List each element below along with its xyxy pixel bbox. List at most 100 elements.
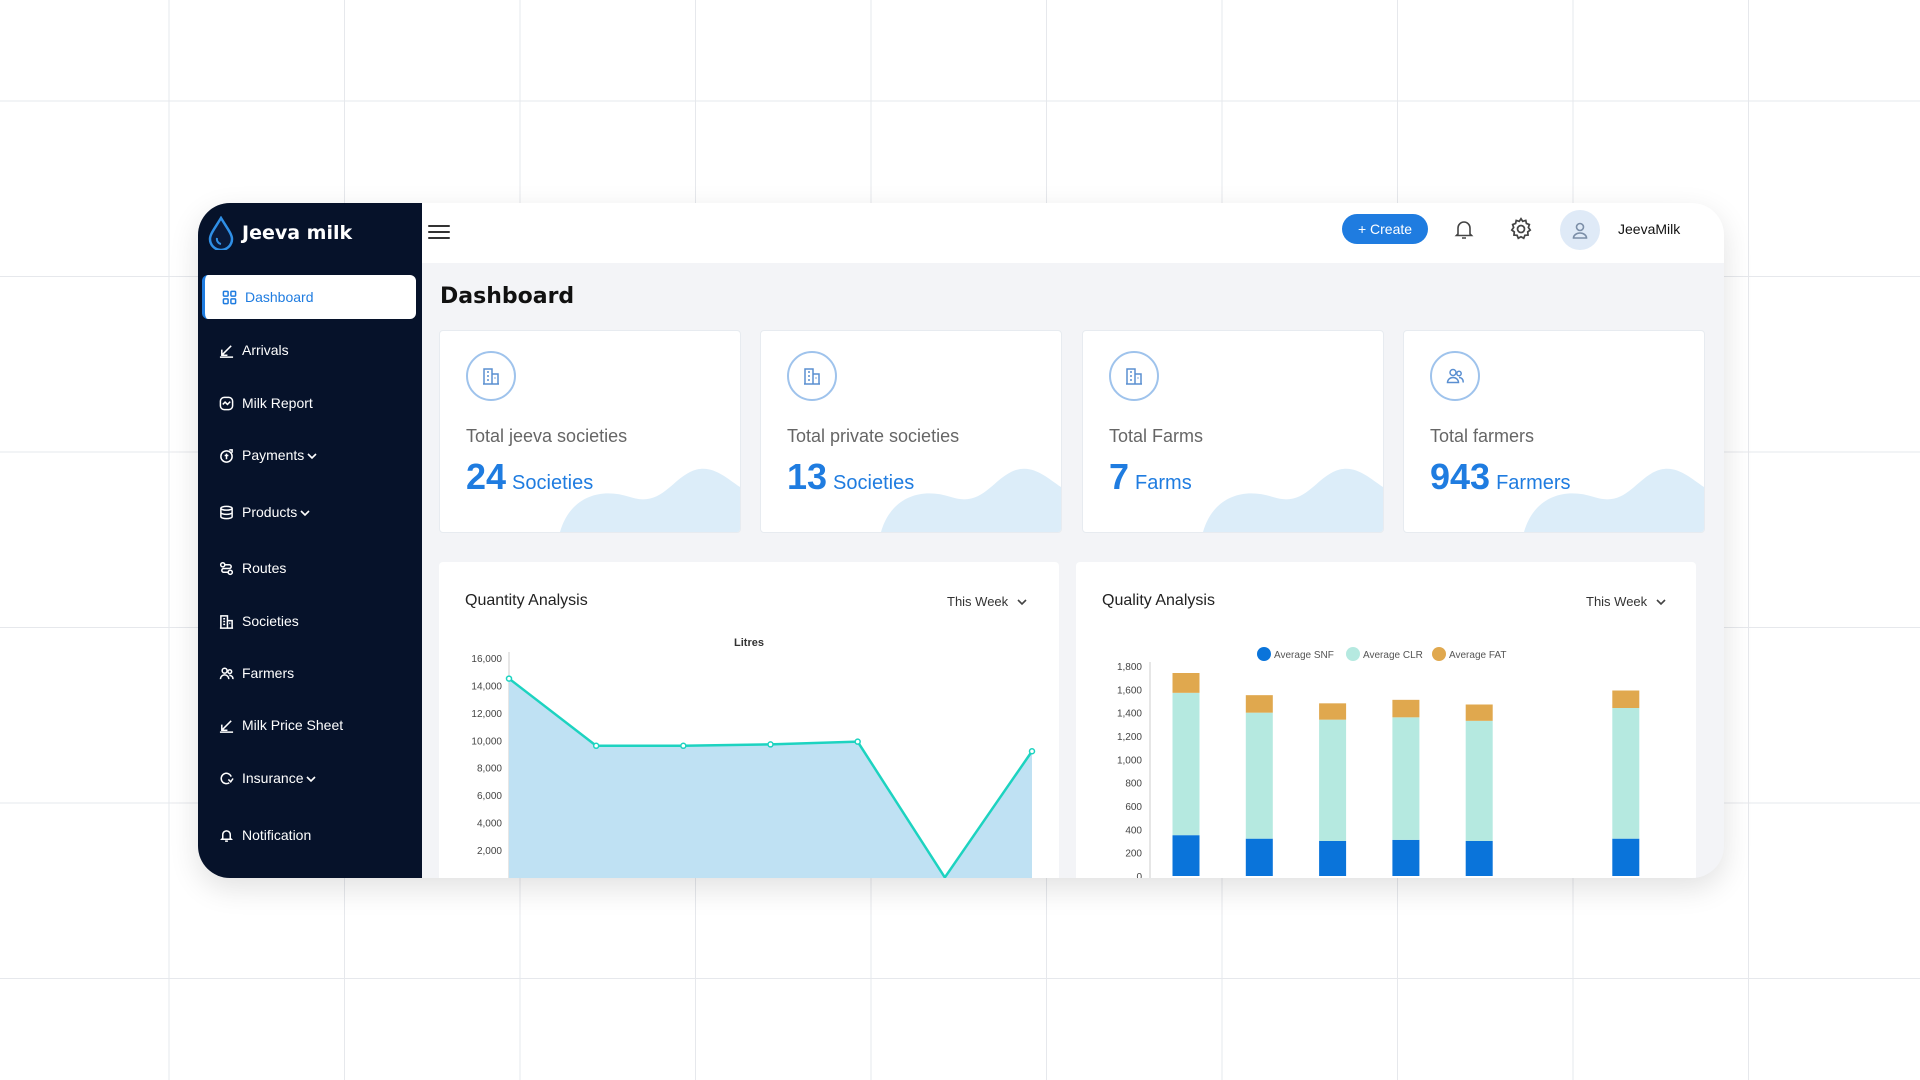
bar-segment	[1172, 692, 1200, 836]
wave-decoration	[1203, 468, 1383, 532]
sidebar-item-label: Dashboard	[245, 289, 314, 305]
bar-segment	[1172, 673, 1200, 693]
brand-name: Jeeva milk	[242, 222, 353, 244]
sidebar-item-insurance[interactable]: Insurance	[202, 756, 416, 800]
sidebar-item-label: Routes	[242, 560, 287, 576]
y-tick-label: 1,800	[1117, 662, 1142, 673]
sidebar-item-label: Products	[242, 504, 298, 520]
bar-segment	[1172, 835, 1200, 876]
sidebar-item-milk-report[interactable]: Milk Report	[202, 381, 416, 425]
series-area	[509, 678, 1032, 878]
avatar[interactable]	[1560, 210, 1600, 250]
y-tick-label: 16,000	[471, 654, 502, 665]
stat-label: Total Farms	[1109, 426, 1204, 446]
bar-segment	[1612, 838, 1640, 876]
sidebar-item-dashboard[interactable]: Dashboard	[202, 275, 416, 319]
user-icon	[1572, 222, 1588, 239]
legend-marker	[1432, 647, 1446, 661]
data-point	[1028, 748, 1036, 755]
app-window: Jeeva milk Dashboard Arrivals Milk Repor…	[198, 203, 1724, 878]
stat-label: Total jeeva societies	[466, 426, 628, 446]
y-tick-label: 400	[1125, 825, 1142, 836]
sidebar-item-payments[interactable]: Payments	[202, 433, 416, 477]
bar-segment	[1392, 717, 1420, 840]
bar-segment	[1319, 703, 1347, 720]
stat-card-farms[interactable]: Total Farms 7 Farms	[1082, 330, 1384, 533]
bar-segment	[1392, 699, 1420, 718]
y-tick-label: 1,000	[1117, 755, 1142, 766]
sidebar-item-label: Milk Report	[242, 395, 313, 411]
products-icon	[218, 504, 234, 520]
hamburger-menu-icon[interactable]	[428, 221, 450, 241]
routes-icon	[218, 560, 234, 576]
sidebar-item-products[interactable]: Products	[202, 490, 416, 534]
stat-unit: Societies	[512, 472, 594, 494]
quantity-period-dropdown[interactable]: This Week	[947, 594, 1028, 609]
users-icon	[1430, 351, 1480, 401]
sidebar-item-societies[interactable]: Societies	[202, 599, 416, 643]
milk-drop-icon	[208, 216, 234, 250]
sidebar-item-label: Payments	[242, 447, 305, 463]
y-tick-label: 800	[1125, 779, 1142, 790]
stat-number: 24	[466, 456, 507, 497]
create-button[interactable]: + Create	[1342, 214, 1428, 244]
legend-label: Average FAT	[1449, 650, 1506, 661]
sidebar-item-label: Insurance	[242, 770, 304, 786]
stat-value: 7 Farms	[1109, 456, 1192, 498]
users-icon	[218, 665, 234, 681]
chevron-down-icon	[299, 506, 311, 518]
stat-value: 943 Farmers	[1430, 456, 1571, 498]
bar-segment	[1245, 838, 1273, 876]
panel-title: Quantity Analysis	[465, 592, 588, 609]
stat-unit: Societies	[833, 472, 915, 494]
stat-value: 13 Societies	[787, 456, 914, 498]
quantity-analysis-panel: Quantity Analysis This Week Litres 16,000…	[439, 562, 1059, 878]
bell-icon[interactable]	[1452, 217, 1476, 241]
bar-segment	[1319, 719, 1347, 841]
bar-segment	[1612, 690, 1640, 708]
data-point	[767, 741, 774, 748]
stat-card-farmers[interactable]: Total farmers 943 Farmers	[1403, 330, 1705, 533]
dropdown-value: This Week	[947, 594, 1009, 609]
stat-number: 943	[1430, 456, 1491, 497]
stat-card-jeeva-societies[interactable]: Total jeeva societies 24 Societies	[439, 330, 741, 533]
sidebar-item-routes[interactable]: Routes	[202, 546, 416, 590]
topbar: + Create JeevaMilk	[422, 203, 1724, 263]
dropdown-value: This Week	[1586, 594, 1648, 609]
sidebar-item-arrivals[interactable]: Arrivals	[202, 328, 416, 372]
grid-icon	[221, 289, 237, 305]
y-tick-label: 1,200	[1117, 732, 1142, 743]
brand[interactable]: Jeeva milk	[198, 203, 422, 263]
sidebar-item-notification[interactable]: Notification	[202, 813, 416, 857]
bar-segment	[1465, 841, 1493, 876]
sidebar: Jeeva milk Dashboard Arrivals Milk Repor…	[198, 203, 422, 878]
chart-title: Litres	[734, 637, 764, 649]
quality-analysis-panel: Quality Analysis This Week Average SNF Av…	[1076, 562, 1696, 878]
bar-segment	[1245, 695, 1273, 713]
y-tick-label: 6,000	[477, 791, 502, 802]
legend-label: Average CLR	[1363, 650, 1423, 661]
sidebar-item-label: Societies	[242, 613, 299, 629]
quantity-chart: Litres 16,000 14,000 12,000 10,000 8,000 6,000…	[471, 637, 1036, 878]
sidebar-item-milk-price-sheet[interactable]: Milk Price Sheet	[202, 703, 416, 747]
y-tick-label: 2,000	[477, 846, 502, 857]
wave-decoration	[881, 468, 1061, 532]
wave-decoration	[560, 468, 740, 532]
payments-icon	[218, 447, 234, 463]
quality-period-dropdown[interactable]: This Week	[1586, 594, 1667, 609]
y-tick-label: 1,400	[1117, 709, 1142, 720]
bar-segment	[1392, 839, 1420, 876]
legend-marker	[1346, 647, 1360, 661]
report-icon	[218, 395, 234, 411]
bar-segment	[1245, 712, 1273, 839]
gear-icon[interactable]	[1508, 216, 1534, 242]
bell-icon	[218, 827, 234, 843]
building-icon	[787, 351, 837, 401]
username[interactable]: JeevaMilk	[1618, 221, 1681, 237]
stat-card-private-societies[interactable]: Total private societies 13 Societies	[760, 330, 1062, 533]
sidebar-item-farmers[interactable]: Farmers	[202, 651, 416, 695]
legend-label: Average SNF	[1274, 650, 1334, 661]
wave-decoration	[1524, 468, 1704, 532]
bar-segment	[1319, 841, 1347, 876]
stat-unit: Farmers	[1496, 472, 1571, 494]
